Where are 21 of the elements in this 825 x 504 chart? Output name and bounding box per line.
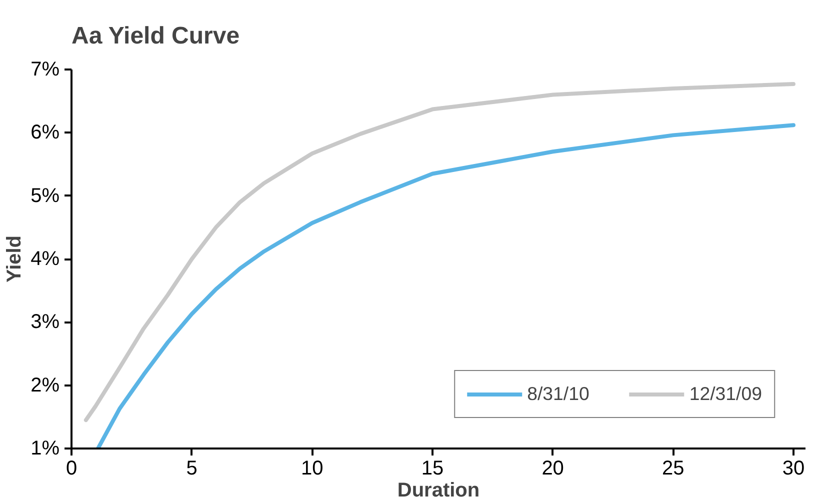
line-series xyxy=(84,82,796,422)
y-tick-label: 7% xyxy=(30,58,60,80)
x-tick-label: 30 xyxy=(782,458,805,480)
chart-title: Aa Yield Curve xyxy=(72,22,240,50)
x-tick-label: 10 xyxy=(301,458,324,480)
x-axis-title: Duration xyxy=(397,480,480,502)
legend-label: 12/31/09 xyxy=(689,383,762,405)
x-tick-label: 15 xyxy=(421,458,444,480)
x-tick-label: 0 xyxy=(66,458,78,480)
y-axis-title: Yield xyxy=(4,235,26,283)
line-series xyxy=(96,123,796,448)
y-tick-label: 5% xyxy=(30,184,60,207)
y-tick-label: 2% xyxy=(30,374,60,396)
y-tick-label: 3% xyxy=(30,311,60,334)
x-tick-label: 20 xyxy=(542,458,564,480)
y-tick-label: 6% xyxy=(30,122,60,144)
y-tick-label: 4% xyxy=(30,248,60,270)
x-tick-label: 5 xyxy=(186,458,198,480)
x-tick-label: 25 xyxy=(662,458,684,480)
y-tick-label: 1% xyxy=(30,438,60,460)
legend-label: 8/31/10 xyxy=(527,383,590,405)
